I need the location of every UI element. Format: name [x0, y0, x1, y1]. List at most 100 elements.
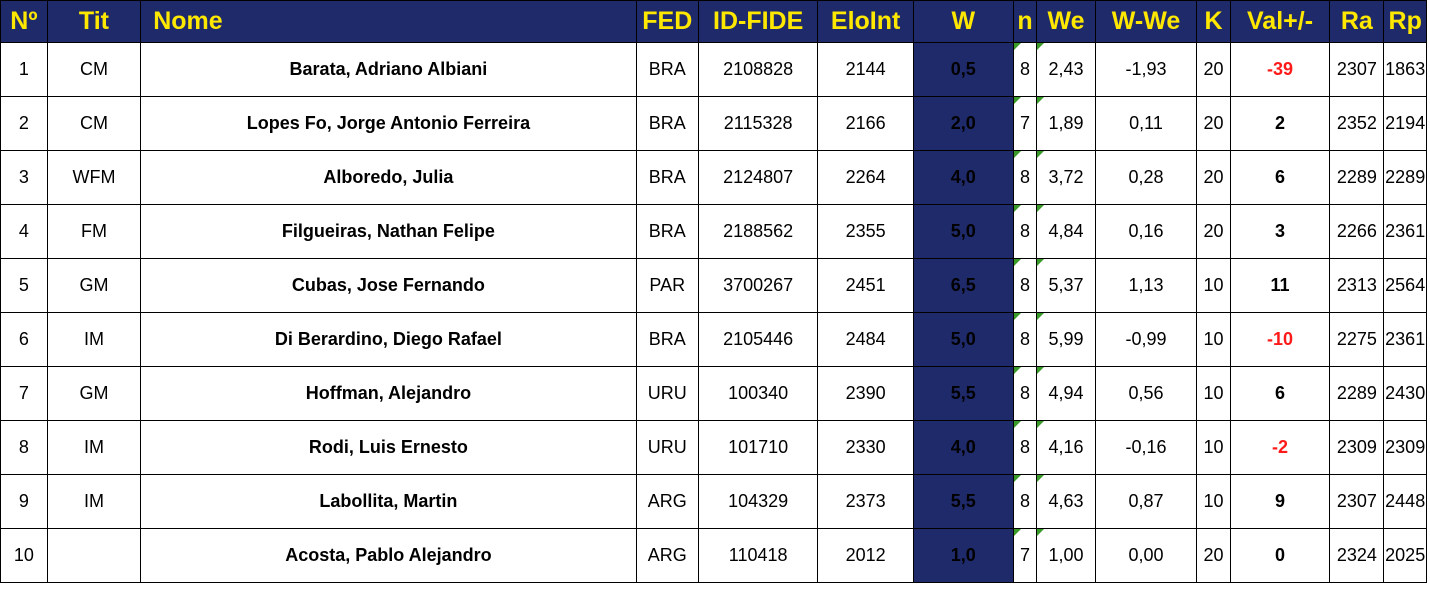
- header-row: Nº Tit Nome FED ID-FIDE EloInt W n We W-…: [0, 0, 1427, 43]
- cell-id-fide: 101710: [697, 420, 819, 475]
- table-row: 1 CM Barata, Adriano Albiani BRA 2108828 2144…: [0, 42, 1427, 97]
- cell-num: 9: [0, 474, 48, 529]
- cell-player-name: Barata, Adriano Albiani: [140, 42, 637, 97]
- cell-player-name: Hoffman, Alejandro: [140, 366, 637, 421]
- cell-title: CM: [46, 42, 142, 97]
- header-w: W: [912, 0, 1014, 43]
- cell-rating-change: 9: [1229, 474, 1331, 529]
- cell-ra: 2309: [1329, 420, 1385, 475]
- header-fed: FED: [635, 0, 699, 43]
- cell-federation: BRA: [635, 204, 699, 259]
- cell-diff: 0,11: [1094, 96, 1198, 151]
- cell-federation: BRA: [635, 150, 699, 205]
- cell-expected: 4,94: [1036, 366, 1096, 421]
- cell-rp: 2309: [1383, 420, 1427, 475]
- cell-rating-change: -39: [1229, 42, 1331, 97]
- header-w-we: W-We: [1094, 0, 1198, 43]
- header-eloint: EloInt: [817, 0, 914, 43]
- cell-rating-change: 11: [1229, 258, 1331, 313]
- header-val: Val+/-: [1229, 0, 1331, 43]
- cell-eloint: 2264: [817, 150, 914, 205]
- cell-diff: -1,93: [1094, 42, 1198, 97]
- cell-score: 6,5: [912, 258, 1014, 313]
- header-k: K: [1196, 0, 1231, 43]
- cell-rating-change: -2: [1229, 420, 1331, 475]
- cell-games: 8: [1012, 366, 1038, 421]
- cell-ra: 2324: [1329, 528, 1385, 583]
- cell-ra: 2289: [1329, 150, 1385, 205]
- cell-player-name: Rodi, Luis Ernesto: [140, 420, 637, 475]
- cell-title: GM: [46, 258, 142, 313]
- cell-player-name: Acosta, Pablo Alejandro: [140, 528, 637, 583]
- cell-games: 8: [1012, 420, 1038, 475]
- cell-title: IM: [46, 312, 142, 367]
- cell-ra: 2352: [1329, 96, 1385, 151]
- cell-title: IM: [46, 474, 142, 529]
- header-nome: Nome: [140, 0, 637, 43]
- cell-rp: 2564: [1383, 258, 1427, 313]
- cell-title: FM: [46, 204, 142, 259]
- cell-games: 8: [1012, 204, 1038, 259]
- cell-score: 1,0: [912, 528, 1014, 583]
- cell-expected: 5,99: [1036, 312, 1096, 367]
- cell-id-fide: 104329: [697, 474, 819, 529]
- cell-id-fide: 110418: [697, 528, 819, 583]
- cell-federation: URU: [635, 420, 699, 475]
- cell-ra: 2307: [1329, 42, 1385, 97]
- header-ra: Ra: [1329, 0, 1385, 43]
- cell-expected: 2,43: [1036, 42, 1096, 97]
- cell-num: 2: [0, 96, 48, 151]
- cell-title: WFM: [46, 150, 142, 205]
- cell-eloint: 2012: [817, 528, 914, 583]
- cell-score: 2,0: [912, 96, 1014, 151]
- cell-games: 7: [1012, 96, 1038, 151]
- cell-score: 5,5: [912, 366, 1014, 421]
- table-row: 5 GM Cubas, Jose Fernando PAR 3700267 2451 6,5…: [0, 258, 1427, 313]
- cell-rp: 2289: [1383, 150, 1427, 205]
- cell-title: CM: [46, 96, 142, 151]
- cell-expected: 4,84: [1036, 204, 1096, 259]
- cell-federation: URU: [635, 366, 699, 421]
- cell-id-fide: 2115328: [697, 96, 819, 151]
- cell-games: 7: [1012, 528, 1038, 583]
- cell-num: 4: [0, 204, 48, 259]
- cell-k-factor: 20: [1196, 204, 1231, 259]
- header-rp: Rp: [1383, 0, 1427, 43]
- cell-federation: ARG: [635, 474, 699, 529]
- cell-diff: -0,99: [1094, 312, 1198, 367]
- cell-rating-change: 6: [1229, 150, 1331, 205]
- header-id-fide: ID-FIDE: [697, 0, 819, 43]
- cell-ra: 2289: [1329, 366, 1385, 421]
- cell-rp: 2025: [1383, 528, 1427, 583]
- cell-games: 8: [1012, 42, 1038, 97]
- cell-expected: 5,37: [1036, 258, 1096, 313]
- cell-ra: 2313: [1329, 258, 1385, 313]
- cell-rp: 2430: [1383, 366, 1427, 421]
- header-num: Nº: [0, 0, 48, 43]
- cell-score: 5,0: [912, 204, 1014, 259]
- cell-federation: PAR: [635, 258, 699, 313]
- cell-k-factor: 10: [1196, 474, 1231, 529]
- cell-diff: 0,00: [1094, 528, 1198, 583]
- cell-diff: 1,13: [1094, 258, 1198, 313]
- cell-score: 4,0: [912, 420, 1014, 475]
- table-row: 10 Acosta, Pablo Alejandro ARG 110418 2012 1,…: [0, 528, 1427, 583]
- cell-k-factor: 10: [1196, 420, 1231, 475]
- cell-player-name: Labollita, Martin: [140, 474, 637, 529]
- cell-games: 8: [1012, 474, 1038, 529]
- header-n: n: [1012, 0, 1038, 43]
- cell-k-factor: 20: [1196, 96, 1231, 151]
- cell-rp: 2194: [1383, 96, 1427, 151]
- cell-id-fide: 2108828: [697, 42, 819, 97]
- cell-title: GM: [46, 366, 142, 421]
- cell-diff: 0,56: [1094, 366, 1198, 421]
- cell-id-fide: 3700267: [697, 258, 819, 313]
- table-row: 3 WFM Alboredo, Julia BRA 2124807 2264 4,0 8 3,7…: [0, 150, 1427, 205]
- table-row: 9 IM Labollita, Martin ARG 104329 2373 5,5 8 4,6…: [0, 474, 1427, 529]
- cell-player-name: Lopes Fo, Jorge Antonio Ferreira: [140, 96, 637, 151]
- cell-num: 6: [0, 312, 48, 367]
- header-tit: Tit: [46, 0, 142, 43]
- cell-rp: 2361: [1383, 312, 1427, 367]
- cell-rating-change: 0: [1229, 528, 1331, 583]
